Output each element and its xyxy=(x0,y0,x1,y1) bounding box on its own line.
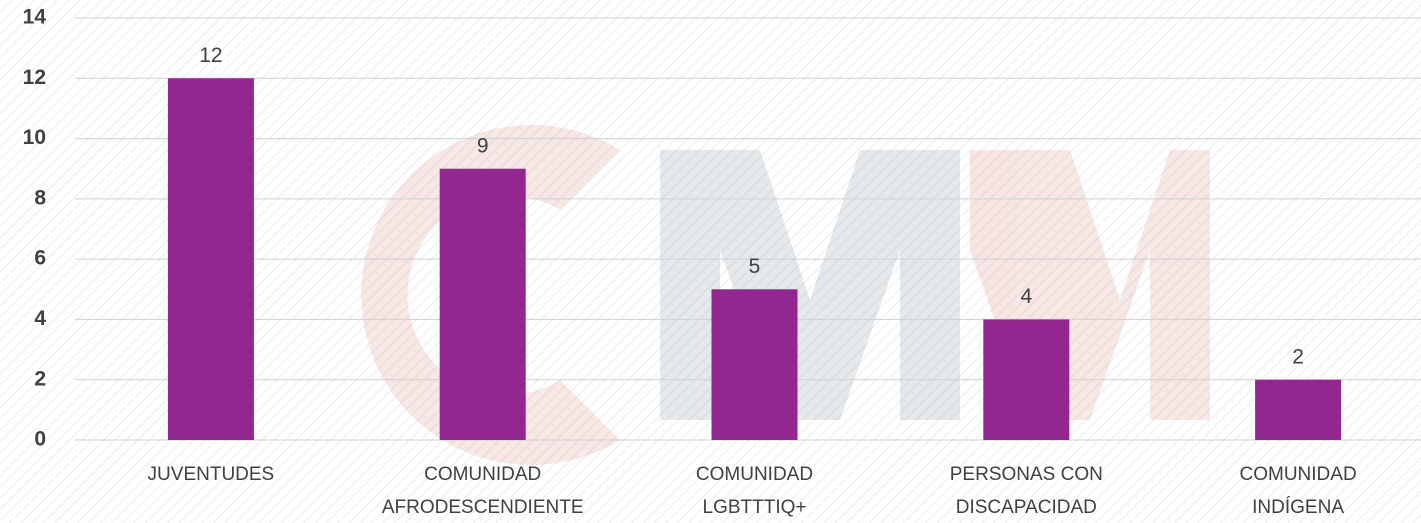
x-tick-label: PERSONAS CON xyxy=(950,464,1103,485)
x-tick-label: COMUNIDAD xyxy=(1240,464,1357,485)
bar xyxy=(983,319,1070,440)
bar xyxy=(1255,379,1342,440)
x-tick-label: JUVENTUDES xyxy=(148,464,275,485)
x-tick-label: COMUNIDAD xyxy=(424,464,541,485)
y-tick-label: 2 xyxy=(34,367,46,390)
bar xyxy=(711,289,798,440)
value-label: 2 xyxy=(1292,345,1304,368)
bar xyxy=(167,78,254,441)
x-tick-label: DISCAPACIDAD xyxy=(956,497,1097,518)
value-label: 9 xyxy=(477,134,489,157)
y-tick-label: 8 xyxy=(34,186,46,209)
value-label: 4 xyxy=(1020,285,1032,308)
x-tick-label: COMUNIDAD xyxy=(696,464,813,485)
y-tick-label: 12 xyxy=(23,66,46,89)
y-tick-label: 4 xyxy=(34,307,46,330)
x-tick-label: AFRODESCENDIENTE xyxy=(382,497,584,518)
y-tick-label: 14 xyxy=(23,6,47,29)
value-label: 5 xyxy=(749,255,761,278)
x-tick-label: LGBTTTIQ+ xyxy=(703,497,807,518)
bar xyxy=(439,168,526,440)
y-tick-label: 0 xyxy=(34,428,46,451)
value-label: 12 xyxy=(199,44,222,67)
y-tick-label: 10 xyxy=(23,126,46,149)
x-tick-label: INDÍGENA xyxy=(1252,497,1344,518)
y-tick-label: 6 xyxy=(34,247,46,270)
